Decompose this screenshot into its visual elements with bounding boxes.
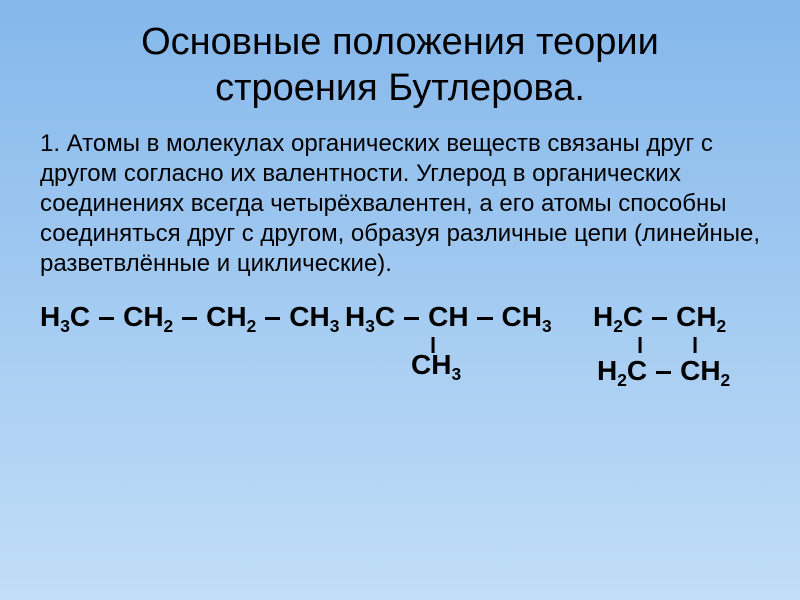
formulas-region: H3C CH2 CH2 CH3 H3C CH CH3 l CH3 H2C CH2… bbox=[40, 297, 760, 437]
bond bbox=[656, 371, 671, 374]
slide-title: Основные положения теории строения Бутле… bbox=[40, 20, 760, 111]
formula-branched: H3C CH CH3 bbox=[345, 301, 552, 333]
formula-cyclic-bottom: H2C CH2 bbox=[597, 355, 730, 387]
body-text: 1. Атомы в молекулах органических вещест… bbox=[40, 129, 760, 279]
slide: Основные положения теории строения Бутле… bbox=[0, 0, 800, 600]
bond bbox=[404, 317, 419, 320]
formula-cyclic-top: H2C CH2 bbox=[593, 301, 726, 333]
title-line-1: Основные положения теории bbox=[141, 21, 659, 63]
formula-branch-ch3: CH3 bbox=[411, 349, 461, 381]
bond bbox=[477, 317, 492, 320]
title-line-2: строения Бутлерова. bbox=[215, 67, 585, 109]
bond bbox=[265, 317, 280, 320]
bond bbox=[99, 317, 114, 320]
bond bbox=[182, 317, 197, 320]
bond bbox=[652, 317, 667, 320]
formula-linear: H3C CH2 CH2 CH3 bbox=[40, 301, 339, 333]
